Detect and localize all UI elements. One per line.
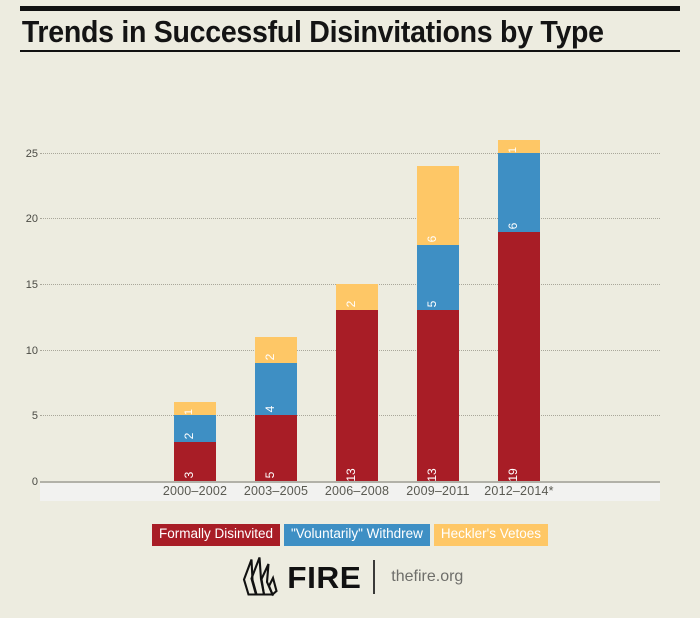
x-axis-label-band bbox=[40, 483, 660, 501]
gridline bbox=[40, 218, 660, 220]
footer-logo: FIRE thefire.org bbox=[0, 556, 700, 598]
bar-segment[interactable]: 13 bbox=[336, 310, 378, 482]
bar-segment[interactable]: 1 bbox=[498, 139, 540, 153]
x-axis-tick-label: 2006–2008 bbox=[324, 484, 390, 498]
y-axis-tick-label: 0 bbox=[31, 476, 38, 488]
title-rule-top bbox=[20, 6, 680, 11]
bar-segment[interactable]: 6 bbox=[417, 165, 459, 245]
bar-segment[interactable]: 6 bbox=[498, 152, 540, 232]
bar-group[interactable]: 2 13 bbox=[336, 284, 378, 482]
bar-segment[interactable]: 2 bbox=[255, 336, 297, 363]
bar-value-label: 4 bbox=[263, 406, 277, 413]
bar-segment[interactable]: 1 bbox=[174, 402, 216, 415]
x-axis-tick-label: 2003–2005 bbox=[243, 484, 309, 498]
legend-item-formally-disinvited[interactable]: Formally Disinvited bbox=[151, 524, 280, 546]
page-title: Trends in Successful Disinvitations by T… bbox=[21, 14, 604, 49]
legend-item-voluntarily-withdrew[interactable]: "Voluntarily" Withdrew bbox=[284, 524, 430, 546]
x-axis-tick-label: 2000–2002 bbox=[162, 484, 228, 498]
bar-group[interactable]: 1 2 3 bbox=[174, 402, 216, 481]
bar-group[interactable]: 1 6 19 bbox=[498, 139, 540, 482]
x-axis-tick-label: 2012–2014* bbox=[484, 484, 554, 498]
bar-group[interactable]: 6 5 13 bbox=[417, 165, 459, 482]
logo-wordmark: FIRE bbox=[286, 559, 362, 595]
gridline bbox=[40, 152, 660, 154]
bar-group[interactable]: 2 4 5 bbox=[255, 336, 297, 481]
bar-value-label: 2 bbox=[182, 432, 196, 439]
bar-value-label: 2 bbox=[263, 353, 277, 361]
bar-segment[interactable]: 3 bbox=[174, 441, 216, 481]
bar-value-label: 6 bbox=[506, 222, 520, 229]
bar-value-label: 6 bbox=[425, 235, 439, 243]
x-axis-line bbox=[40, 481, 660, 483]
y-axis-tick-label: 5 bbox=[31, 410, 38, 423]
bar-segment[interactable]: 5 bbox=[417, 244, 459, 311]
y-axis-tick-label: 15 bbox=[25, 279, 38, 292]
logo-divider bbox=[373, 560, 376, 594]
flame-icon bbox=[237, 556, 281, 598]
logo-url-text: thefire.org bbox=[391, 567, 464, 585]
plot-area: 0 5 10 15 20 25 1 2 3 2 4 5 2 13 6 5 13 1 6 19 bbox=[26, 120, 660, 488]
title-block: Trends in Successful Disinvitations by T… bbox=[20, 6, 680, 53]
bar-value-label: 5 bbox=[425, 301, 439, 308]
bar-value-label: 5 bbox=[263, 471, 277, 479]
y-axis-tick-label: 20 bbox=[25, 213, 38, 226]
bar-segment[interactable]: 13 bbox=[417, 310, 459, 482]
bar-segment[interactable]: 19 bbox=[498, 231, 540, 482]
bar-value-label: 13 bbox=[425, 468, 439, 482]
bar-segment[interactable]: 4 bbox=[255, 362, 297, 416]
x-axis-tick-label: 2009–2011 bbox=[406, 484, 470, 498]
bar-value-label: 19 bbox=[506, 468, 520, 482]
bar-value-label: 3 bbox=[182, 471, 196, 479]
bar-value-label: 13 bbox=[344, 468, 358, 482]
y-axis-tick-label: 25 bbox=[25, 147, 38, 160]
legend-item-hecklers-vetoes[interactable]: Heckler's Vetoes bbox=[433, 524, 549, 546]
bar-value-label: 2 bbox=[344, 301, 358, 308]
legend: Formally Disinvited "Voluntarily" Withdre… bbox=[0, 524, 700, 546]
bar-segment[interactable]: 5 bbox=[255, 415, 297, 481]
title-rule-bottom bbox=[20, 50, 680, 53]
y-axis-tick-label: 10 bbox=[25, 344, 38, 357]
bar-segment[interactable]: 2 bbox=[336, 284, 378, 311]
bar-segment[interactable]: 2 bbox=[174, 415, 216, 442]
